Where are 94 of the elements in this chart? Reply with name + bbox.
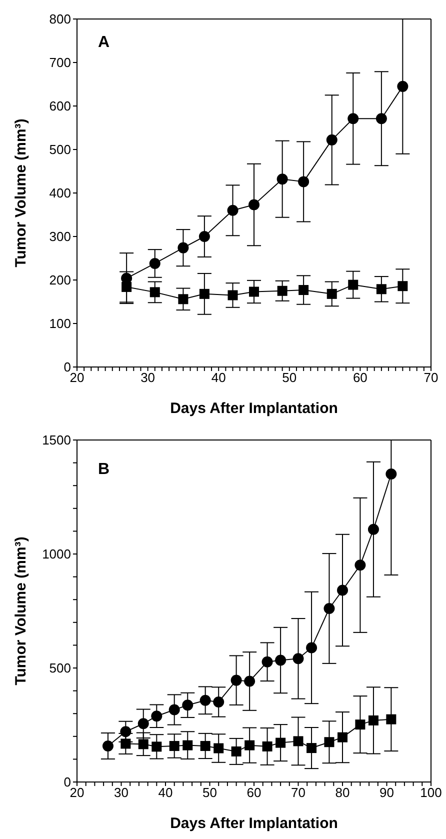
point (306, 743, 317, 754)
x-tick-label: 60 (352, 370, 368, 386)
y-tick-label: 200 (49, 272, 71, 288)
point (326, 288, 337, 299)
x-tick-label: 50 (202, 785, 217, 800)
y-tick-label: 500 (49, 660, 71, 676)
point (376, 284, 386, 294)
x-tick-label: 30 (140, 370, 156, 386)
text: B (98, 461, 110, 479)
point (122, 282, 132, 292)
point (262, 656, 273, 668)
point (398, 281, 408, 292)
point (152, 742, 162, 752)
point (298, 176, 310, 188)
point (368, 524, 379, 535)
point (368, 715, 378, 726)
text: A (98, 34, 110, 52)
point (397, 80, 408, 92)
y-tick-label: 100 (49, 316, 71, 332)
point (151, 710, 162, 722)
x-tick-label: 30 (114, 785, 128, 800)
point (324, 602, 335, 614)
point (337, 584, 348, 596)
point (249, 286, 259, 297)
point (354, 560, 366, 571)
point (230, 674, 242, 686)
y-tick-label: 0 (64, 774, 71, 790)
x-tick-label: 70 (291, 785, 306, 800)
point (386, 468, 397, 480)
x-tick-label: 50 (282, 370, 297, 386)
point (277, 286, 288, 296)
point (168, 704, 180, 716)
point (276, 738, 286, 748)
point (200, 740, 210, 751)
y-tick-label: 700 (49, 55, 71, 70)
x-tick-label: 20 (70, 370, 84, 386)
x-tick-label: 40 (211, 370, 226, 386)
point (276, 174, 288, 185)
point (348, 113, 359, 124)
y-tick-label: 500 (49, 142, 71, 158)
point (120, 726, 132, 738)
point (228, 290, 238, 300)
point (178, 242, 189, 254)
point (376, 113, 387, 124)
point (326, 134, 338, 146)
point (338, 732, 348, 742)
point (324, 737, 334, 748)
point (182, 700, 194, 711)
point (231, 746, 242, 756)
y-tick-label: 400 (49, 186, 71, 201)
point (199, 288, 210, 299)
point (198, 231, 210, 242)
point (293, 736, 304, 746)
point (298, 285, 309, 296)
y-tick-label: 600 (49, 98, 71, 114)
point (244, 676, 256, 687)
y-tick-label: 300 (49, 229, 71, 244)
y-tick-label: 1500 (42, 432, 71, 448)
point (306, 642, 318, 654)
point (200, 694, 211, 706)
x-tick-label: 20 (70, 785, 84, 800)
point (227, 204, 238, 216)
x-tick-label: 90 (380, 785, 394, 800)
point (138, 739, 148, 750)
point (355, 720, 366, 730)
y-tick-label: 800 (49, 12, 71, 27)
point (275, 654, 286, 666)
point (102, 740, 114, 752)
x-tick-label: 70 (424, 370, 438, 386)
x-axis-title: Days After Implantation (170, 815, 338, 832)
point (248, 199, 260, 210)
point (244, 740, 255, 750)
point (348, 280, 358, 290)
point (213, 696, 224, 708)
point (292, 653, 304, 664)
point (149, 258, 160, 269)
x-tick-label: 100 (420, 785, 442, 800)
point (262, 741, 272, 752)
y-tick-label: 1000 (42, 546, 71, 562)
x-tick-label: 60 (246, 785, 262, 800)
x-tick-label: 40 (158, 785, 173, 800)
point (138, 718, 149, 730)
y-axis-title: Tumor Volume (mm³) (12, 118, 30, 268)
point (386, 714, 396, 724)
point (214, 743, 224, 754)
point (120, 738, 131, 749)
point (178, 294, 188, 304)
y-tick-label: 0 (64, 360, 71, 375)
point (150, 287, 160, 298)
point (169, 740, 180, 751)
x-tick-label: 80 (335, 785, 350, 800)
point (182, 740, 193, 750)
y-axis-title: Tumor Volume (mm³) (12, 536, 30, 686)
x-axis-title: Days After Implantation (170, 400, 338, 417)
